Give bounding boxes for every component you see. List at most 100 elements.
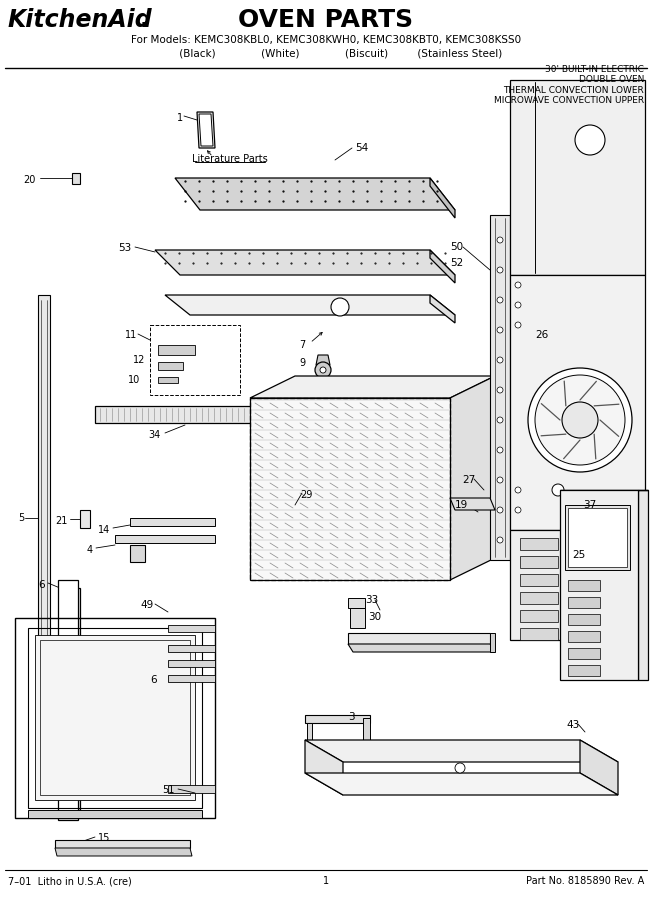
Polygon shape: [348, 633, 490, 644]
Polygon shape: [430, 295, 455, 323]
Polygon shape: [307, 723, 312, 745]
Circle shape: [562, 402, 598, 438]
Circle shape: [497, 477, 503, 483]
Polygon shape: [520, 592, 558, 604]
Polygon shape: [305, 740, 343, 795]
Polygon shape: [520, 556, 558, 568]
Polygon shape: [305, 715, 370, 723]
Circle shape: [331, 298, 349, 316]
Polygon shape: [130, 518, 215, 526]
Polygon shape: [568, 648, 600, 659]
Polygon shape: [158, 377, 178, 383]
Text: 53: 53: [118, 243, 131, 253]
Text: 9: 9: [299, 358, 305, 368]
Circle shape: [455, 763, 465, 773]
Text: 1: 1: [323, 876, 329, 886]
Polygon shape: [450, 498, 495, 510]
Circle shape: [575, 125, 605, 155]
Polygon shape: [199, 114, 213, 146]
Polygon shape: [568, 631, 600, 642]
Text: Literature Parts: Literature Parts: [192, 154, 268, 164]
Circle shape: [497, 387, 503, 393]
Polygon shape: [490, 215, 510, 560]
Polygon shape: [305, 773, 618, 795]
Text: For Models: KEMC308KBL0, KEMC308KWH0, KEMC308KBT0, KEMC308KSS0: For Models: KEMC308KBL0, KEMC308KWH0, KE…: [131, 35, 521, 45]
Text: 54: 54: [355, 143, 368, 153]
Polygon shape: [305, 740, 618, 762]
Text: 50: 50: [450, 242, 463, 252]
Polygon shape: [60, 588, 80, 810]
Circle shape: [497, 537, 503, 543]
Polygon shape: [165, 295, 455, 315]
Circle shape: [497, 297, 503, 303]
Circle shape: [515, 302, 521, 308]
Polygon shape: [348, 644, 495, 652]
Polygon shape: [568, 580, 600, 591]
Polygon shape: [568, 614, 600, 625]
Text: 33: 33: [365, 595, 378, 605]
Polygon shape: [38, 295, 50, 760]
Polygon shape: [560, 490, 638, 680]
Polygon shape: [175, 178, 455, 210]
Polygon shape: [520, 610, 558, 622]
Text: Part No. 8185890 Rev. A: Part No. 8185890 Rev. A: [526, 876, 644, 886]
Text: OVEN PARTS: OVEN PARTS: [239, 8, 413, 32]
Text: 7–01  Litho in U.S.A. (cre): 7–01 Litho in U.S.A. (cre): [8, 876, 132, 886]
Circle shape: [515, 282, 521, 288]
Circle shape: [497, 417, 503, 423]
Polygon shape: [130, 545, 145, 562]
Circle shape: [497, 357, 503, 363]
Text: 21: 21: [55, 516, 67, 526]
Polygon shape: [568, 597, 600, 608]
Circle shape: [528, 368, 632, 472]
Polygon shape: [80, 510, 90, 528]
Text: 25: 25: [572, 550, 585, 560]
Text: 27: 27: [462, 475, 475, 485]
Circle shape: [515, 507, 521, 513]
Circle shape: [497, 327, 503, 333]
Polygon shape: [58, 580, 78, 820]
Text: 52: 52: [450, 258, 464, 268]
Polygon shape: [197, 112, 215, 148]
Polygon shape: [158, 345, 195, 355]
Polygon shape: [568, 665, 600, 676]
Text: (Black)              (White)              (Biscuit)         (Stainless Steel): (Black) (White) (Biscuit) (Stainless Ste…: [150, 48, 502, 58]
Polygon shape: [638, 490, 648, 680]
Text: 26: 26: [535, 330, 548, 340]
Circle shape: [320, 367, 326, 373]
Polygon shape: [316, 355, 330, 365]
Polygon shape: [168, 645, 215, 652]
Text: 1: 1: [177, 113, 183, 123]
Text: KitchenAid: KitchenAid: [8, 8, 153, 32]
Polygon shape: [250, 398, 450, 580]
Polygon shape: [430, 178, 455, 218]
Polygon shape: [55, 848, 192, 856]
Polygon shape: [510, 80, 645, 275]
Polygon shape: [72, 173, 80, 184]
Polygon shape: [155, 250, 455, 275]
Text: 15: 15: [98, 833, 110, 843]
Text: 10: 10: [128, 375, 140, 385]
Text: 49: 49: [140, 600, 153, 610]
Polygon shape: [158, 362, 183, 370]
Polygon shape: [510, 530, 645, 640]
Text: 4: 4: [87, 545, 93, 555]
Text: 30: 30: [368, 612, 381, 622]
Polygon shape: [520, 628, 558, 640]
Polygon shape: [115, 535, 215, 543]
Text: 34: 34: [148, 430, 160, 440]
Polygon shape: [168, 660, 215, 667]
Polygon shape: [168, 675, 215, 682]
Circle shape: [497, 447, 503, 453]
Circle shape: [497, 267, 503, 273]
Text: 7: 7: [299, 340, 305, 350]
Polygon shape: [168, 785, 215, 793]
Polygon shape: [250, 376, 495, 398]
Circle shape: [497, 237, 503, 243]
Polygon shape: [28, 810, 202, 818]
Polygon shape: [490, 633, 495, 652]
Text: 51: 51: [162, 785, 174, 795]
Text: 29: 29: [300, 490, 312, 500]
Text: 37: 37: [583, 500, 596, 510]
Polygon shape: [95, 406, 365, 423]
